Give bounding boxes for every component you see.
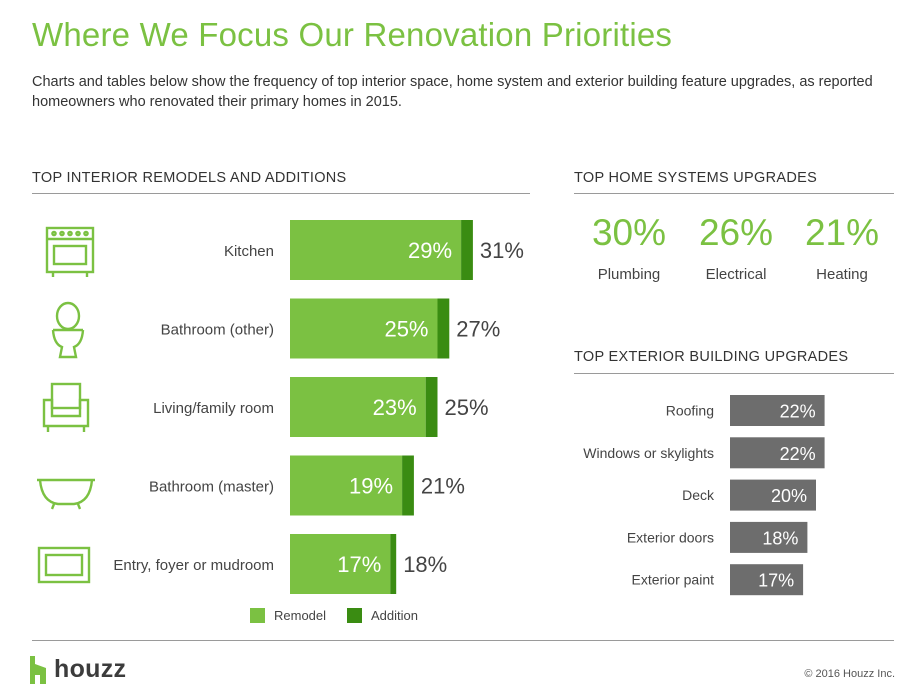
total-label-bathroom-other: 27%	[456, 317, 500, 342]
exterior-category-deck: Deck	[682, 487, 715, 503]
legend-remodel-label: Remodel	[274, 608, 327, 623]
system-plumbing-label: Plumbing	[597, 266, 661, 283]
remodel-label-kitchen: 29%	[408, 238, 452, 263]
systems-section-rule	[574, 193, 894, 194]
interior-category-kitchen: Kitchen	[224, 243, 274, 260]
exterior-category-windows-or-skylights: Windows or skylights	[583, 445, 714, 461]
system-electrical-label: Electrical	[705, 266, 767, 283]
remodel-bar-entry-foyer-or-mudroom	[290, 534, 391, 594]
legend-addition: Addition	[347, 608, 418, 623]
system-plumbing-value: 30%	[591, 212, 667, 253]
remodel-label-bathroom-other: 25%	[384, 317, 428, 342]
houzz-logo: houzz	[28, 655, 126, 684]
remodel-bar-bathroom-master	[290, 455, 403, 516]
addition-bar-bathroom-other	[437, 298, 450, 359]
exterior-label-exterior-paint: 17%	[758, 571, 794, 591]
system-heating-value: 21%	[804, 212, 880, 253]
systems-section-title: TOP HOME SYSTEMS UPGRADES	[574, 170, 818, 186]
remodel-label-entry-foyer-or-mudroom: 17%	[337, 552, 381, 577]
legend-addition-label: Addition	[371, 608, 418, 623]
exterior-section-rule	[574, 373, 894, 374]
copyright: © 2016 Houzz Inc.	[804, 668, 895, 680]
system-heating: 21% Heating	[782, 212, 902, 283]
total-label-living-family-room: 25%	[445, 395, 489, 420]
legend-remodel: Remodel	[250, 608, 326, 623]
exterior-label-roofing: 22%	[780, 402, 816, 422]
exterior-chart: Roofing 22% Windows or skylights 22% Deck 20%…	[583, 395, 825, 596]
interior-category-entry-foyer-or-mudroom: Entry, foyer or mudroom	[113, 557, 274, 574]
total-label-bathroom-master: 21%	[421, 474, 465, 499]
stove-icon	[45, 226, 95, 277]
system-plumbing: 30% Plumbing	[569, 212, 689, 283]
legend-remodel-swatch	[250, 608, 265, 623]
exterior-bar-windows-or-skylights	[730, 437, 825, 469]
bathtub-icon	[37, 478, 95, 510]
total-label-kitchen: 31%	[480, 238, 524, 263]
remodel-label-bathroom-master: 19%	[349, 474, 393, 499]
houzz-logo-icon	[30, 655, 46, 684]
interior-category-bathroom-other: Bathroom (other)	[161, 322, 274, 339]
interior-chart: Kitchen 29% 31% Bathroom (other) 25% 27% Livin…	[37, 220, 524, 594]
exterior-bar-roofing	[730, 395, 825, 426]
remodel-bar-living-family-room	[290, 377, 426, 437]
exterior-section-title: TOP EXTERIOR BUILDING UPGRADES	[574, 349, 849, 365]
exterior-bar-deck	[730, 479, 816, 511]
addition-bar-kitchen	[461, 220, 473, 280]
remodel-label-living-family-room: 23%	[373, 395, 417, 420]
houzz-logo-text: houzz	[54, 655, 127, 683]
remodel-bar-kitchen	[290, 220, 462, 280]
exterior-category-roofing: Roofing	[666, 403, 714, 419]
addition-bar-bathroom-master	[402, 455, 414, 516]
system-electrical-value: 26%	[698, 212, 774, 253]
total-label-entry-foyer-or-mudroom: 18%	[403, 552, 447, 577]
exterior-label-deck: 20%	[771, 486, 807, 506]
toilet-icon	[51, 301, 85, 359]
exterior-category-exterior-paint: Exterior paint	[632, 572, 715, 588]
exterior-bar-exterior-paint	[730, 564, 804, 596]
addition-bar-entry-foyer-or-mudroom	[390, 534, 397, 594]
system-heating-label: Heating	[816, 266, 868, 283]
interior-section-rule	[32, 193, 530, 194]
interior-category-bathroom-master: Bathroom (master)	[149, 479, 274, 496]
addition-bar-living-family-room	[425, 377, 438, 437]
exterior-label-windows-or-skylights: 22%	[780, 444, 816, 464]
exterior-bar-exterior-doors	[730, 521, 808, 553]
page-subtitle: Charts and tables below show the frequen…	[32, 74, 873, 110]
doormat-icon	[37, 546, 91, 584]
interior-section-title: TOP INTERIOR REMODELS AND ADDITIONS	[32, 170, 347, 186]
remodel-bar-bathroom-other	[290, 298, 438, 359]
interior-category-living-family-room: Living/family room	[153, 400, 274, 417]
exterior-label-exterior-doors: 18%	[762, 528, 798, 548]
legend-addition-swatch	[347, 608, 362, 623]
footer-rule	[32, 640, 894, 641]
exterior-category-exterior-doors: Exterior doors	[627, 529, 714, 545]
page-title: Where We Focus Our Renovation Priorities	[32, 16, 673, 53]
system-electrical: 26% Electrical	[676, 212, 796, 283]
armchair-icon	[42, 382, 90, 432]
